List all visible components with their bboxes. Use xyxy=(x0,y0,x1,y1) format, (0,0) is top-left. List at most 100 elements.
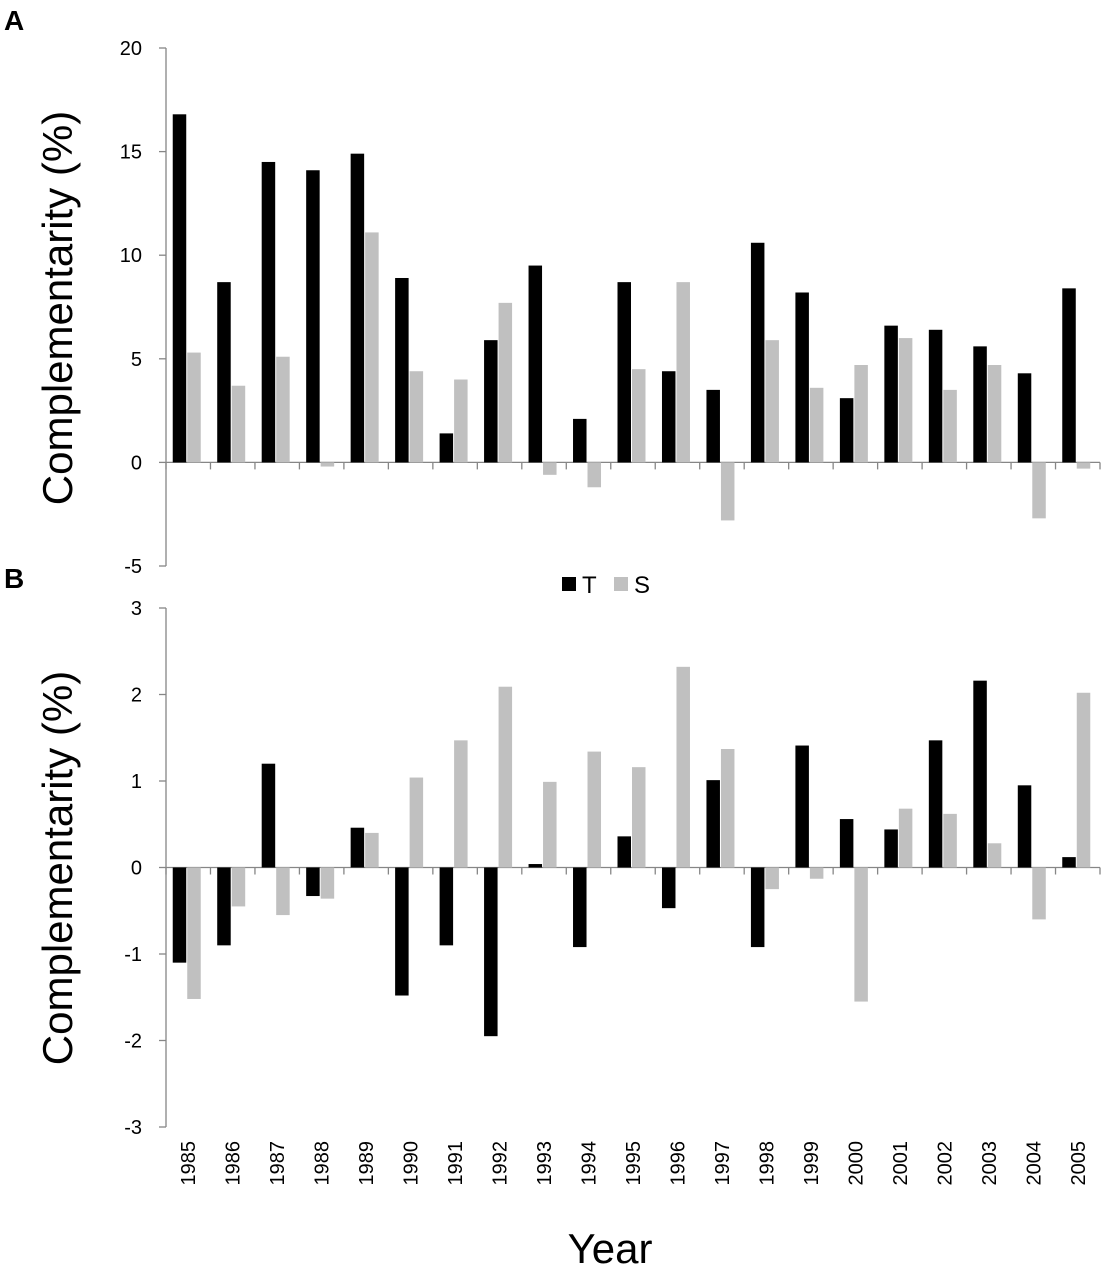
x-tick-label: 1995 xyxy=(623,1141,645,1186)
panel-a-bar-t-1989 xyxy=(350,153,365,463)
panel-b-bar-s-1990 xyxy=(409,777,424,868)
panel-b-bar-t-2003 xyxy=(973,680,987,868)
panel-a-bar-t-1985 xyxy=(172,114,187,463)
panel-b-bar-t-1985 xyxy=(172,867,187,963)
panel-b-bar-t-1993 xyxy=(528,864,543,868)
x-tick-label: 1991 xyxy=(445,1141,467,1186)
panel-b-y-tick-label: 1 xyxy=(131,771,142,793)
panel-b-bar-s-2003 xyxy=(987,843,1002,868)
panel-a-y-tick-label: 20 xyxy=(120,38,142,60)
panel-b-y-tick-label: -1 xyxy=(124,944,142,966)
panel-b-bar-s-1987 xyxy=(276,867,290,916)
panel-a-bar-t-1988 xyxy=(306,170,320,463)
panel-a-bar-t-2000 xyxy=(839,398,854,463)
panel-a-bar-t-1990 xyxy=(395,277,409,463)
panel-a-y-axis-title: Complementarity (%) xyxy=(34,111,81,505)
legend-swatch-t xyxy=(562,577,576,591)
panel-a-bar-s-1986 xyxy=(231,385,246,463)
panel-b-bar-t-1996 xyxy=(661,867,676,909)
panel-a-bar-t-1991 xyxy=(439,433,454,463)
x-tick-label: 2003 xyxy=(979,1141,1001,1186)
panel-a-bar-s-1999 xyxy=(809,387,824,463)
panel-b-bar-s-2000 xyxy=(854,867,868,1002)
panel-a-bar-t-1999 xyxy=(795,292,809,463)
panel-a-bar-s-1990 xyxy=(409,371,424,463)
x-tick-label: 1988 xyxy=(312,1141,334,1186)
x-tick-label: 2000 xyxy=(845,1141,867,1186)
panel-b-y-tick-label: 2 xyxy=(131,685,142,707)
x-tick-label: 1986 xyxy=(223,1141,245,1186)
panel-a-bar-s-1988 xyxy=(320,462,335,467)
panel-a-bar-t-1986 xyxy=(217,282,231,463)
panel-b-bar-s-1992 xyxy=(498,686,513,868)
panel-a-bar-t-1995 xyxy=(617,282,631,463)
x-tick-label: 1998 xyxy=(756,1141,778,1186)
panel-b-bar-t-1991 xyxy=(439,867,454,946)
panel-a-bar-s-2003 xyxy=(987,365,1002,463)
panel-b-bar-s-1995 xyxy=(632,767,646,868)
x-tick-label: 1999 xyxy=(801,1141,823,1186)
panel-b-bar-s-1998 xyxy=(765,867,779,890)
panel-b-bar-s-1991 xyxy=(454,740,468,868)
panel-b-bar-s-2001 xyxy=(898,808,913,868)
panel-b-bar-t-2004 xyxy=(1017,785,1032,868)
panel-a-bar-t-2002 xyxy=(928,329,943,463)
panel-b-bar-t-2000 xyxy=(839,819,854,868)
panel-b-bar-s-2005 xyxy=(1076,692,1091,868)
x-tick-label: 1994 xyxy=(579,1141,601,1186)
x-tick-label: 1993 xyxy=(534,1141,556,1186)
panel-a-bar-s-1989 xyxy=(365,232,379,463)
panel-b-bar-s-1985 xyxy=(187,867,201,999)
panel-a-bar-s-2002 xyxy=(943,389,957,463)
panel-b-bar-t-1994 xyxy=(573,867,587,948)
panel-a-bar-t-1992 xyxy=(484,340,498,463)
panel-a-bar-t-1998 xyxy=(750,242,765,463)
panel-a-y-tick-label: 10 xyxy=(120,245,142,267)
panel-b-bar-s-1993 xyxy=(543,781,557,868)
panel-b-y-tick-label: 3 xyxy=(131,598,142,620)
x-tick-label: 2002 xyxy=(934,1141,956,1186)
panel-a-bar-s-1997 xyxy=(720,462,735,521)
panel-a-y-tick-label: -5 xyxy=(124,556,142,578)
panel-b-bar-t-2001 xyxy=(884,829,898,868)
panel-b-bar-t-1999 xyxy=(795,745,809,868)
legend-label-t: T xyxy=(582,572,597,599)
x-tick-label: 1985 xyxy=(178,1141,200,1186)
x-axis-title: Year xyxy=(568,1225,653,1271)
panel-a-bar-s-2000 xyxy=(854,365,868,463)
panel-a-bar-t-1993 xyxy=(528,265,543,463)
panel-a-bar-s-1998 xyxy=(765,340,779,463)
panel-a-bar-s-1991 xyxy=(454,379,468,463)
panel-b-bar-t-2002 xyxy=(928,740,943,868)
panel-a-bar-t-2003 xyxy=(973,346,987,463)
legend-label-s: S xyxy=(634,572,650,599)
panel-b-bar-t-1986 xyxy=(217,867,231,946)
panel-b-bar-t-1992 xyxy=(484,867,498,1037)
panel-a-bar-s-2004 xyxy=(1032,462,1046,519)
panel-a-letter: A xyxy=(4,5,24,36)
panel-b-bar-t-1989 xyxy=(350,827,365,868)
panel-a-bar-s-1996 xyxy=(676,282,690,463)
panel-a-bar-s-2005 xyxy=(1076,462,1091,469)
panel-b: B Complementarity (%) Year -3 -2 -1 0 1 2 3 198… xyxy=(4,563,1101,1271)
panel-a-bar-s-1993 xyxy=(543,462,557,475)
panel-a: A Complementarity (%) -5 0 5 10 15 20 xyxy=(4,5,1101,578)
panel-b-bar-t-1995 xyxy=(617,836,631,868)
x-tick-label: 2001 xyxy=(890,1141,912,1186)
panel-a-bar-s-1987 xyxy=(276,356,290,463)
panel-a-bar-s-1985 xyxy=(187,352,201,463)
panel-a-bar-t-1994 xyxy=(573,418,587,463)
x-tick-label: 1987 xyxy=(267,1141,289,1186)
panel-b-bar-s-1996 xyxy=(676,666,690,868)
panel-b-bar-s-1988 xyxy=(320,867,335,899)
panel-b-bar-s-1999 xyxy=(809,867,824,879)
panel-a-bar-s-1994 xyxy=(587,462,602,488)
panel-a-y-tick-label: 5 xyxy=(131,349,142,371)
panel-a-bar-t-1987 xyxy=(261,161,276,463)
panel-b-y-tick-label: -2 xyxy=(124,1031,142,1053)
panel-b-bar-s-2004 xyxy=(1032,867,1046,920)
panel-b-bar-t-1988 xyxy=(306,867,320,897)
x-tick-label: 2004 xyxy=(1023,1141,1045,1186)
x-tick-label: 1990 xyxy=(401,1141,423,1186)
